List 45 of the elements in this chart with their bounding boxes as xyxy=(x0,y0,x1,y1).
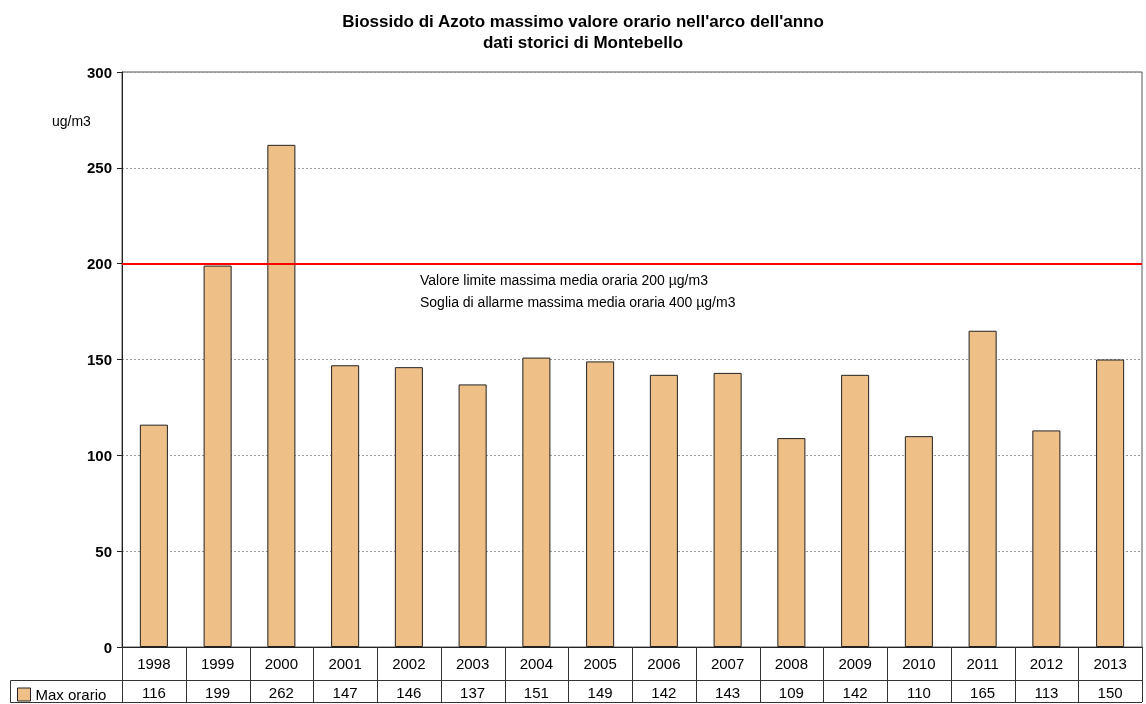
x-tick-label: 2001 xyxy=(328,655,362,672)
data-label: 137 xyxy=(460,684,486,701)
x-tick-label: 2004 xyxy=(519,655,554,672)
x-tick-label: 2008 xyxy=(774,655,809,672)
data-label: 151 xyxy=(523,684,549,701)
data-label: 113 xyxy=(1034,684,1059,701)
data-label: 146 xyxy=(396,684,422,701)
x-tick-label: 2007 xyxy=(710,655,745,672)
data-label: 142 xyxy=(651,684,677,701)
x-tick-label: 2002 xyxy=(392,655,426,672)
x-tick-label: 2000 xyxy=(264,655,299,672)
chart-title: Biossido di Azoto massimo valore orario nell'arco dell'anno xyxy=(342,12,824,31)
x-tick-label: 2003 xyxy=(455,655,490,672)
x-tick-label: 2012 xyxy=(1029,655,1064,672)
annotation: Valore limite massima media oraria 200 µg/m3 xyxy=(420,272,709,288)
data-label: 149 xyxy=(587,684,613,701)
annotation: Soglia di allarme massima media oraria 400 µg/m3 xyxy=(420,294,736,310)
data-label: 199 xyxy=(205,684,231,701)
x-tick-label: 2010 xyxy=(902,655,936,672)
data-label: 147 xyxy=(332,684,358,701)
x-tick-label: 2013 xyxy=(1093,655,1127,672)
data-label: 262 xyxy=(268,684,294,701)
y-tick-label: 250 xyxy=(86,159,112,177)
data-label: 116 xyxy=(141,684,166,701)
data-label: 150 xyxy=(1097,684,1123,701)
x-tick-label: 2009 xyxy=(838,655,872,672)
data-label: 142 xyxy=(842,684,868,701)
legend-label: Max orario xyxy=(35,686,107,703)
y-tick-label: 200 xyxy=(86,255,112,273)
data-label: 110 xyxy=(906,684,931,701)
x-tick-label: 1999 xyxy=(200,655,235,672)
y-tick-label: 300 xyxy=(86,63,112,81)
chart-subtitle: dati storici di Montebello xyxy=(482,33,684,52)
x-tick-label: 2011 xyxy=(966,655,999,672)
x-tick-label: 2006 xyxy=(647,655,681,672)
y-tick-label: 50 xyxy=(95,542,112,560)
y-tick-label: 100 xyxy=(86,446,112,464)
y-axis-title: ug/m3 xyxy=(52,113,92,129)
data-label: 109 xyxy=(778,684,804,701)
y-tick-label: 0 xyxy=(103,638,112,656)
x-tick-label: 1998 xyxy=(137,655,171,672)
y-tick-label: 150 xyxy=(86,351,112,368)
x-tick-label: 2005 xyxy=(583,655,617,672)
data-label: 165 xyxy=(970,684,996,701)
data-label: 143 xyxy=(715,684,741,701)
